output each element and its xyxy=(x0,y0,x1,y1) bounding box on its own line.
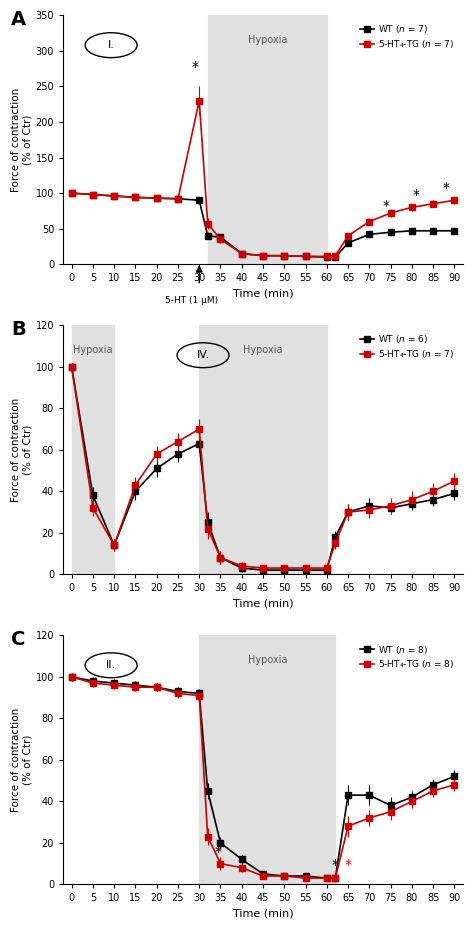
Text: *: * xyxy=(332,857,339,871)
Text: *: * xyxy=(191,60,199,73)
Text: C: C xyxy=(11,631,26,649)
Legend: WT ($n$ = 7), 5-HT₄-TG ($n$ = 7): WT ($n$ = 7), 5-HT₄-TG ($n$ = 7) xyxy=(357,20,458,54)
Text: *: * xyxy=(442,180,449,194)
Text: *: * xyxy=(345,857,352,871)
Text: Hypoxia: Hypoxia xyxy=(243,345,283,355)
Text: *: * xyxy=(215,845,222,859)
Y-axis label: Force of contraction
(% of Ctr): Force of contraction (% of Ctr) xyxy=(11,398,33,502)
Text: A: A xyxy=(11,10,26,30)
Bar xyxy=(199,635,335,884)
Text: Hypoxia: Hypoxia xyxy=(247,656,287,665)
Bar xyxy=(72,326,114,574)
Text: II.: II. xyxy=(106,660,116,671)
X-axis label: Time (min): Time (min) xyxy=(233,599,293,609)
Y-axis label: Force of contraction
(% of Ctr): Force of contraction (% of Ctr) xyxy=(11,708,33,812)
X-axis label: Time (min): Time (min) xyxy=(233,289,293,299)
Legend: WT ($n$ = 6), 5-HT₄-TG ($n$ = 7): WT ($n$ = 6), 5-HT₄-TG ($n$ = 7) xyxy=(357,330,458,364)
Text: IV.: IV. xyxy=(197,351,210,360)
X-axis label: Time (min): Time (min) xyxy=(233,909,293,919)
Text: B: B xyxy=(11,320,26,339)
Text: I.: I. xyxy=(108,40,115,50)
Text: *: * xyxy=(383,199,390,213)
Text: 5-HT (1 μM): 5-HT (1 μM) xyxy=(165,297,219,305)
Bar xyxy=(199,326,327,574)
Text: Hypoxia: Hypoxia xyxy=(247,35,287,46)
Text: Hypoxia: Hypoxia xyxy=(73,345,113,355)
Text: *: * xyxy=(412,188,419,202)
Bar xyxy=(208,15,327,264)
Legend: WT ($n$ = 8), 5-HT₄-TG ($n$ = 8): WT ($n$ = 8), 5-HT₄-TG ($n$ = 8) xyxy=(357,640,458,674)
Y-axis label: Force of contraction
(% of Ctr): Force of contraction (% of Ctr) xyxy=(11,87,33,192)
